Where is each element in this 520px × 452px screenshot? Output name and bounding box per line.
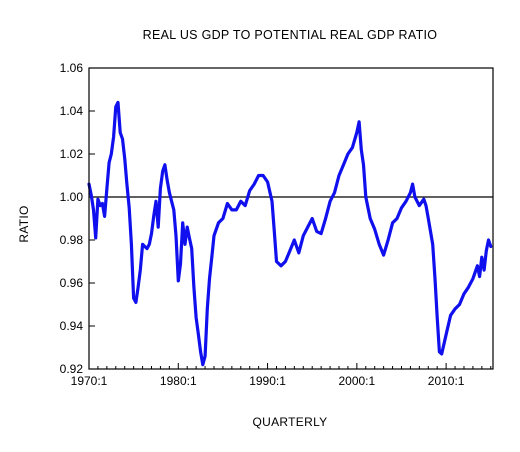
x-tick-label: 1980:1 (160, 374, 197, 388)
y-axis-ticks: 0.92 0.94 0.96 0.98 1.00 1.02 1.04 1.06 (60, 61, 95, 376)
y-tick-label: 0.96 (60, 276, 84, 290)
series-line (87, 100, 493, 367)
plot-area-frame (88, 67, 494, 370)
y-tick-label: 1.06 (60, 61, 84, 75)
y-tick-label: 1.00 (60, 190, 84, 204)
x-tick-label: 1970:1 (71, 374, 108, 388)
x-tick-label: 2010:1 (428, 374, 465, 388)
x-axis-label: QUARTERLY (253, 415, 328, 429)
x-axis-ticks: 1970:1 1980:1 1990:1 2000:1 2010:1 (71, 363, 492, 388)
y-axis-label: RATIO (17, 205, 31, 242)
x-tick-label: 2000:1 (338, 374, 375, 388)
y-tick-label: 1.04 (60, 104, 84, 118)
y-tick-label: 0.98 (60, 233, 84, 247)
y-tick-label: 0.94 (60, 319, 84, 333)
y-tick-label: 1.02 (60, 147, 84, 161)
x-tick-label: 1990:1 (249, 374, 286, 388)
chart-title: REAL US GDP TO POTENTIAL REAL GDP RATIO (143, 28, 438, 42)
y-tick-label: 0.92 (60, 362, 84, 376)
